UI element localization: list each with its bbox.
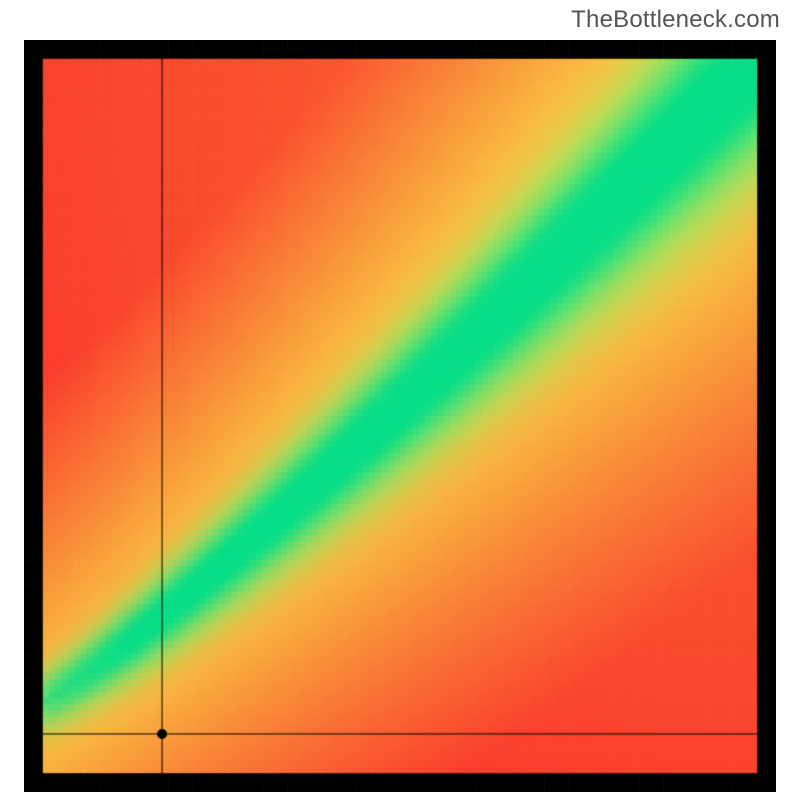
attribution-text: TheBottleneck.com (571, 6, 780, 34)
bottleneck-heatmap (24, 40, 776, 792)
